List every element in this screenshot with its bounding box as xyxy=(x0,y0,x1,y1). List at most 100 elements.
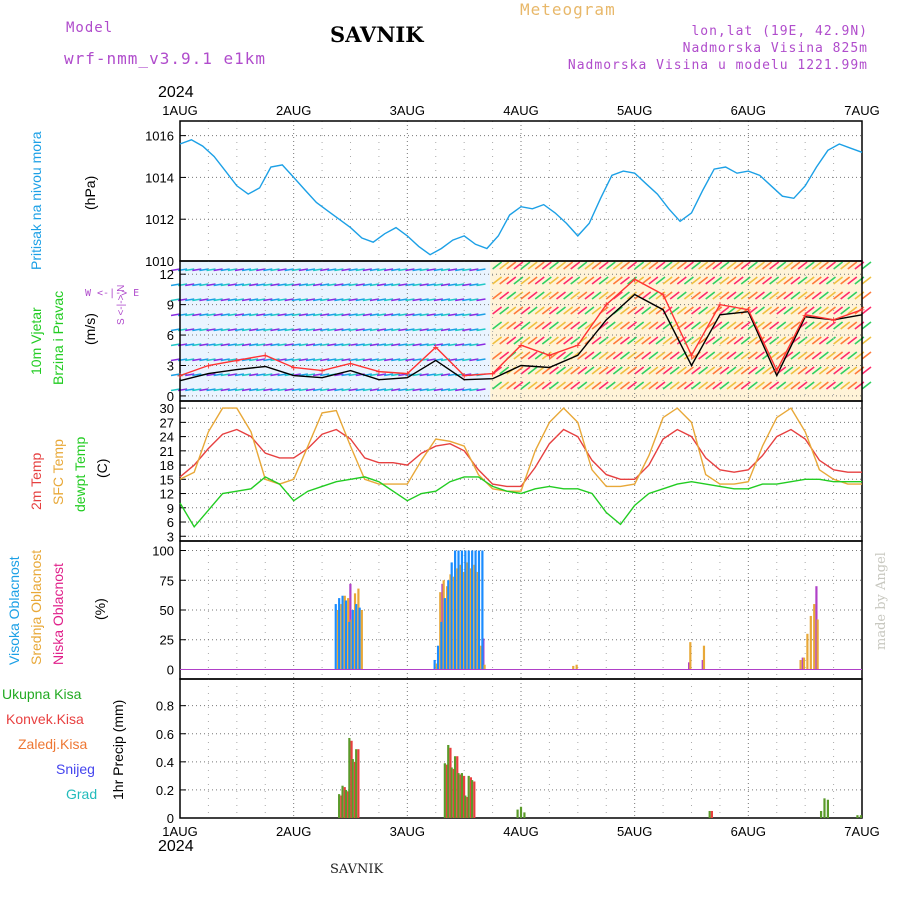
wind-arrow xyxy=(256,268,266,272)
bar-precip-konvek-kisa xyxy=(466,796,469,818)
y-tick-label: 1010 xyxy=(145,254,174,269)
wind-arrow xyxy=(312,283,323,287)
wind-arrow xyxy=(698,291,709,300)
wind-arrow xyxy=(591,276,602,285)
wind-arrow xyxy=(256,373,266,377)
bar-precip-ukupna-kisa xyxy=(471,780,474,818)
wind-arrow xyxy=(655,261,666,270)
wind-arrow xyxy=(241,328,252,332)
wind-arrow xyxy=(769,321,780,330)
bar-clouds-high xyxy=(474,550,477,670)
wind-arrow xyxy=(598,351,609,360)
bar-clouds-high xyxy=(436,645,440,670)
wind-arrow xyxy=(584,261,595,270)
wind-arrow xyxy=(206,283,216,287)
wind-arrow xyxy=(369,358,380,362)
wind-arrow xyxy=(334,373,344,377)
wind-arrow xyxy=(719,336,730,345)
y-tick-label: 12 xyxy=(160,487,174,502)
gust-marker: + xyxy=(205,360,211,372)
wind-arrow xyxy=(355,388,365,392)
wind-arrow xyxy=(541,366,552,375)
wind-arrow xyxy=(327,283,337,287)
wind-arrow xyxy=(391,313,401,317)
wind-arrow xyxy=(492,321,503,330)
wind-arrow xyxy=(577,381,588,390)
wind-arrow xyxy=(513,261,524,270)
wind-arrow xyxy=(563,321,574,330)
wind-arrow xyxy=(362,313,372,317)
wind-arrow xyxy=(320,313,330,317)
x-label-bottom: 1AUG xyxy=(162,824,197,839)
wind-arrow xyxy=(298,373,309,377)
wind-arrow xyxy=(492,276,503,285)
bar-precip-konvek-kisa xyxy=(357,749,360,818)
wind-arrow xyxy=(534,276,545,285)
wind-arrow xyxy=(213,313,223,317)
wind-arrow xyxy=(270,268,280,272)
wind-arrow xyxy=(804,336,815,345)
wind-arrow xyxy=(676,306,687,315)
wind-arrow xyxy=(776,291,787,300)
wind-arrow xyxy=(192,268,202,272)
wind-arrow xyxy=(284,388,294,392)
wind-arrow xyxy=(199,343,209,347)
wind-arrow xyxy=(220,313,230,317)
wind-arrow xyxy=(305,373,316,377)
wind-arrow xyxy=(256,313,266,317)
wind-arrow xyxy=(213,343,223,347)
wind-arrow xyxy=(520,366,531,375)
wind-arrow xyxy=(412,358,422,362)
wind-arrow xyxy=(199,268,209,272)
wind-arrow xyxy=(691,306,701,315)
wind-arrow xyxy=(284,358,294,362)
wind-arrow xyxy=(548,336,559,345)
wind-arrow xyxy=(499,381,510,390)
wind-arrow xyxy=(619,276,630,285)
wind-arrow xyxy=(376,298,387,302)
y-tick-label: 50 xyxy=(160,603,174,618)
wind-arrow xyxy=(598,291,609,300)
wind-arrow xyxy=(369,313,380,317)
wind-arrow xyxy=(754,366,765,375)
bar-precip-ukupna-kisa xyxy=(341,785,344,818)
legend-hail: Grad xyxy=(66,786,98,802)
y-tick-label: 75 xyxy=(160,573,174,588)
wind-arrow xyxy=(605,351,616,360)
y-tick-label: 0 xyxy=(167,389,174,404)
wind-arrow xyxy=(719,381,730,390)
wind-arrow xyxy=(305,283,316,287)
y-tick-label: 0.2 xyxy=(156,783,174,798)
wind-arrow xyxy=(619,366,630,375)
wind-arrow xyxy=(348,388,358,392)
wind-arrow xyxy=(376,283,387,287)
wind-arrow xyxy=(605,261,616,270)
wind-arrow xyxy=(783,336,794,345)
wind-arrow xyxy=(284,343,294,347)
wind-arrow xyxy=(513,366,524,375)
wind-arrow xyxy=(341,283,351,287)
wind-arrow xyxy=(698,381,709,390)
wind-arrow xyxy=(556,306,567,315)
wind-arrow xyxy=(527,276,538,285)
wind-arrow xyxy=(605,321,616,330)
wind-arrow xyxy=(747,276,758,285)
meteogram-label: Meteogram xyxy=(520,0,616,19)
bar-clouds-mid xyxy=(802,657,806,670)
wind-arrow xyxy=(534,321,545,330)
wind-arrow xyxy=(534,306,545,315)
bar-clouds-mid xyxy=(466,562,469,670)
wind-arrow xyxy=(556,261,567,270)
wind-arrow xyxy=(348,283,358,287)
wind-arrow xyxy=(499,306,510,315)
wind-arrow xyxy=(492,351,503,360)
wind-arrow xyxy=(698,306,709,315)
wind-arrow xyxy=(506,336,517,345)
wind-arrow xyxy=(662,381,673,390)
bar-clouds-high xyxy=(454,550,457,670)
bar-precip-konvek-kisa xyxy=(459,774,462,818)
wind-arrow xyxy=(462,358,472,362)
wind-arrow xyxy=(362,298,372,302)
wind-arrow xyxy=(648,366,659,375)
wind-arrow xyxy=(398,328,408,332)
